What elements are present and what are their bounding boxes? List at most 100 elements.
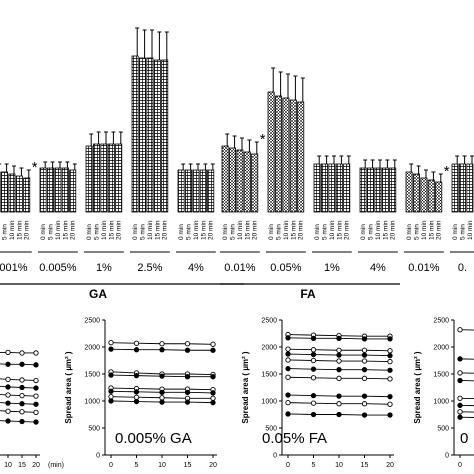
series-line [459,397,474,400]
time-tick-label: 0 min [222,224,229,240]
bar [8,173,16,213]
time-tick-label: 10 min [9,220,16,240]
x-axis-label: (min) [48,462,64,469]
data-point [184,347,191,353]
group-label: 0.01% [408,262,440,274]
data-point [387,394,393,400]
y-tick-label: 2000 [261,345,277,352]
time-tick-label: 5 min [48,224,55,240]
significance-star: * [260,131,266,148]
data-point [210,341,216,347]
time-tick-label: 15 min [336,220,343,240]
x-tick-label: 0 [286,462,290,469]
data-point [336,375,342,381]
bar [153,59,161,213]
bar [389,167,397,213]
bar [228,147,236,213]
time-tick-label: 0 min [86,224,93,240]
x-tick-label: 20 [32,462,40,469]
data-point [210,399,216,406]
data-point [310,347,317,353]
data-point [19,361,25,367]
time-tick-label: 5 min [460,224,467,240]
data-point [457,395,463,401]
section-label: GA [89,287,107,301]
data-point [5,392,11,398]
data-point [33,362,39,368]
bar [359,167,367,213]
data-point [336,401,342,407]
y-tick-label: 2500 [261,318,277,325]
x-tick-label: 0 [109,462,113,469]
line-panel: 10 15 20 (min) [0,349,64,469]
data-point [285,374,291,380]
bar [199,169,207,213]
y-tick-label: 2500 [84,318,100,325]
data-point [184,374,191,380]
y-tick-label: 2000 [84,345,100,352]
time-tick-label: 10 min [283,220,290,240]
group-label: 1% [323,262,340,274]
bar [267,91,275,213]
data-point [133,398,140,405]
data-point [159,395,165,401]
series-line [0,402,37,405]
y-tick-label: 1500 [84,372,100,379]
line-panel: 0 500 1000 1500 2000 2500 Spread area ( µm² ) 0 [413,318,474,469]
data-point [336,347,342,353]
data-point [184,341,191,347]
series-line [0,410,37,413]
y-tick-label: 0 [96,453,100,460]
data-point [19,392,25,399]
time-tick-label: 5 min [186,224,193,240]
data-point [361,352,368,358]
data-point [285,365,291,372]
y-tick-label: 1000 [433,399,449,406]
data-point [387,358,393,365]
bar [374,167,382,213]
time-tick-label: 5 min [230,224,237,240]
series-line [459,411,474,413]
data-point [361,358,368,364]
time-tick-label: 20 min [252,220,259,240]
bar [274,95,282,213]
bar [366,167,374,213]
data-point [387,348,393,354]
data-point [361,347,368,353]
bar [451,163,459,213]
bar [251,153,259,213]
data-point [457,370,463,376]
time-tick-label: 0 min [360,224,367,240]
bar [207,169,215,213]
bar [297,101,305,213]
y-axis-label: Spread area ( µm² ) [241,351,250,424]
bar [412,173,420,213]
significance-star: * [444,163,450,180]
x-tick-label: 10 [335,462,343,469]
data-point [19,409,25,415]
time-tick-label: 15 min [16,220,23,240]
time-tick-label: 0 min [314,224,321,240]
time-tick-label: 0 min [178,224,185,240]
series-line [459,358,474,360]
group-label: 0.05% [270,262,302,274]
time-tick-label: 0 min [406,224,413,240]
data-point [210,347,216,353]
panel-caption-005-fa: 0.05% FA [262,430,328,447]
time-tick-label: 15 min [290,220,297,240]
y-tick-label: 500 [88,426,100,433]
y-axis-label: Spread area ( µm² ) [413,351,422,424]
time-tick-label: 15 min [62,220,69,240]
time-tick-label: 0 min [452,224,459,240]
data-point [285,351,291,357]
line-panel: 0 500 1000 1500 2000 2500 Spread area ( µm² ) 0… [241,318,394,469]
bar [466,163,474,213]
x-tick-label: 5 [135,462,139,469]
data-point [457,356,463,362]
time-tick-label: 20 min [298,220,305,240]
data-point [336,352,342,358]
data-point [310,366,317,372]
y-tick-label: 2000 [433,345,449,352]
